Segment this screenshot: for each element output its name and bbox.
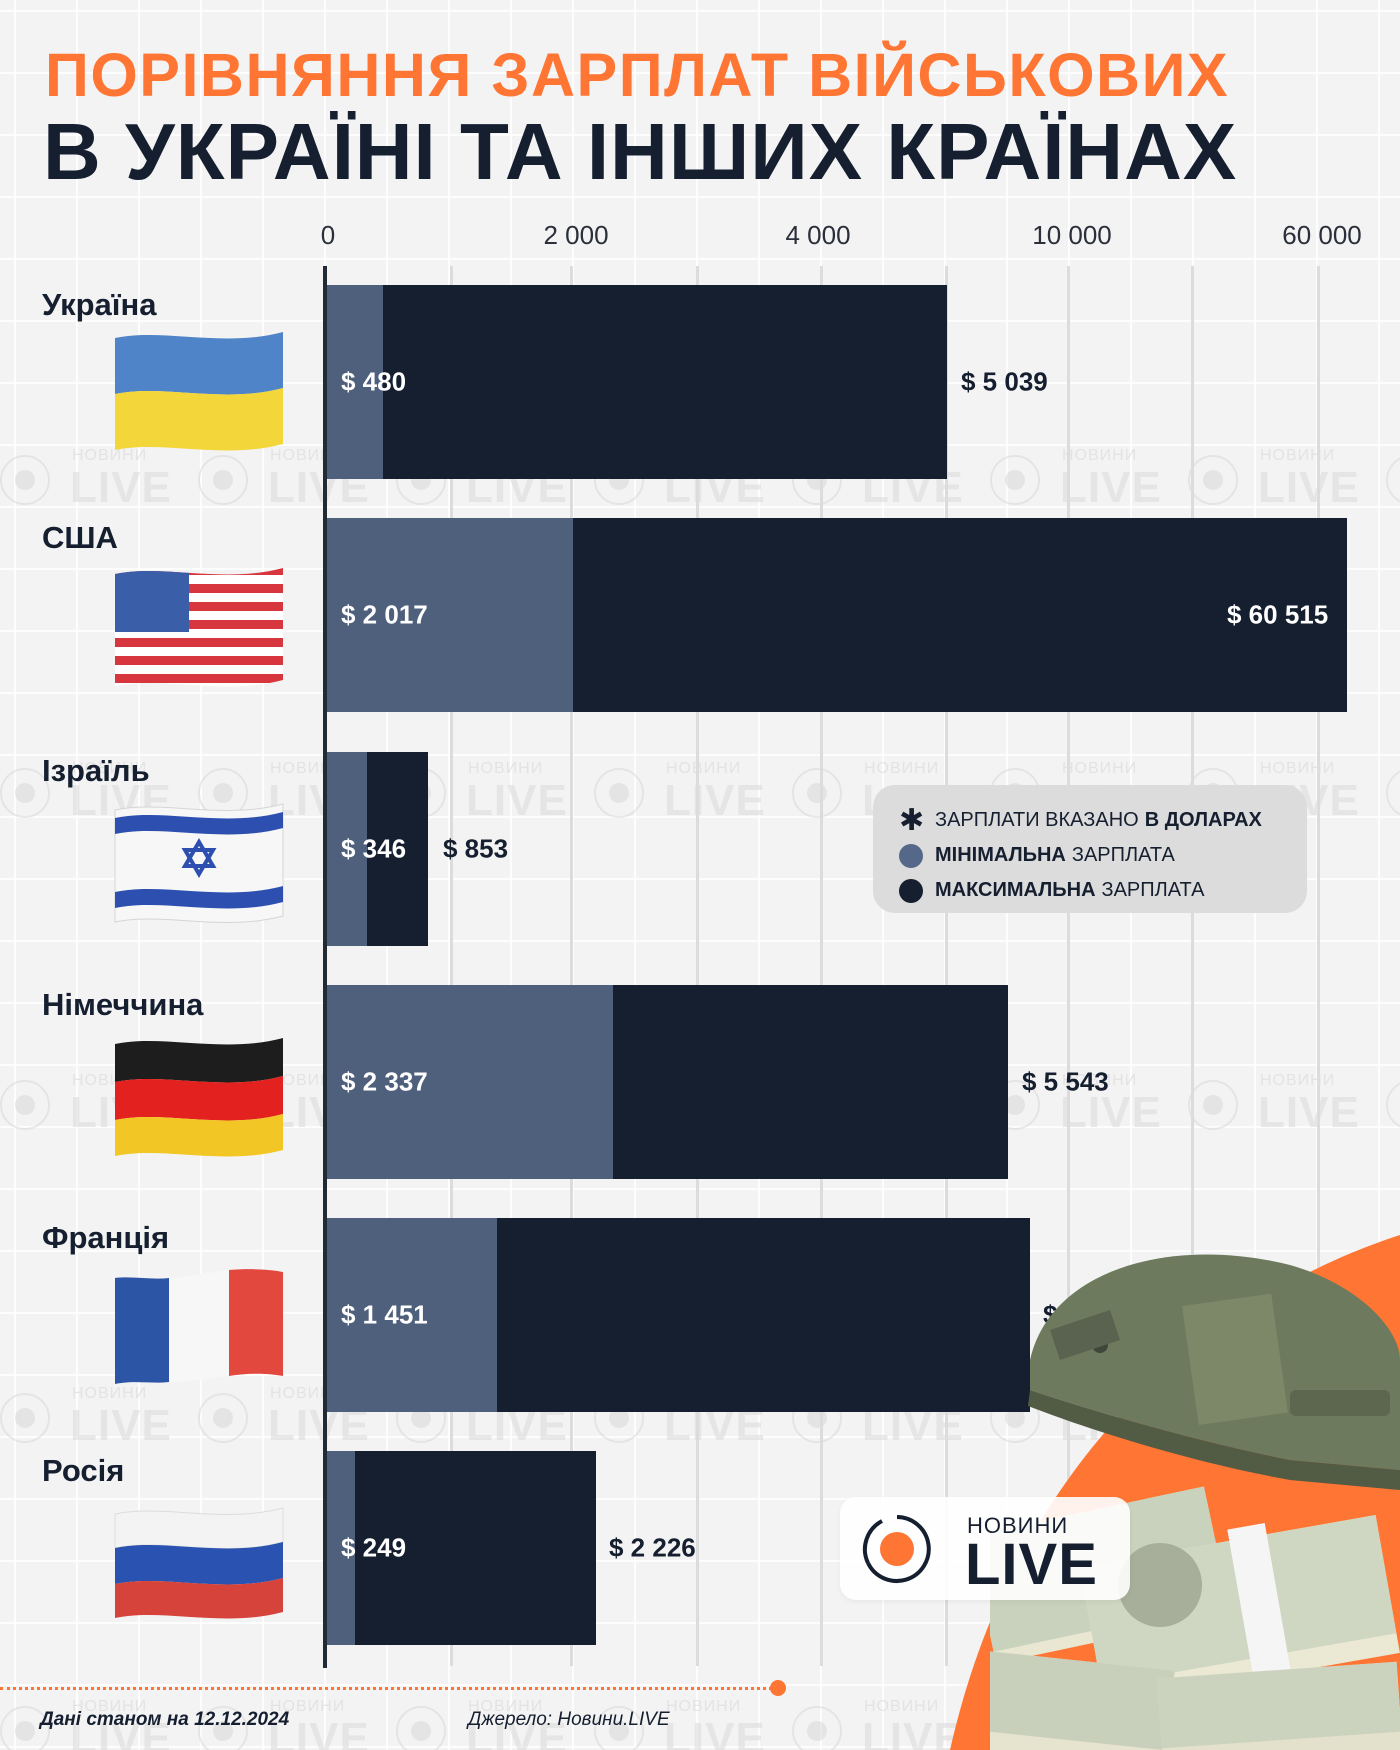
bar-min-germany — [327, 985, 613, 1179]
germany-flag-icon — [115, 1038, 283, 1157]
helmet-money-illustration — [990, 1254, 1400, 1750]
country-label-ukraine: Україна — [42, 287, 157, 322]
bar-max-ukraine — [327, 285, 947, 479]
value-min-russia: $ 249 — [341, 1532, 407, 1563]
value-min-ukraine: $ 480 — [341, 366, 407, 397]
y-axis-line — [323, 266, 327, 1668]
axis-tick-label: 60 000 — [1282, 220, 1362, 250]
bar-min-usa — [327, 518, 573, 712]
footer-dot — [770, 1680, 786, 1696]
asterisk-icon: ✱ — [899, 803, 925, 837]
country-label-russia: Росія — [42, 1453, 125, 1488]
gridline — [696, 266, 699, 1666]
value-max-ukraine: $ 5 039 — [961, 366, 1048, 397]
country-label-germany: Німеччина — [42, 987, 204, 1022]
legend-note: ✱ ЗАРПЛАТИ ВКАЗАНО В ДОЛАРАХ — [899, 803, 1262, 837]
gridline — [1067, 266, 1070, 1666]
value-min-germany: $ 2 337 — [341, 1066, 428, 1097]
gridline — [1191, 266, 1194, 1666]
bar-min-france — [327, 1218, 497, 1412]
legend-item-min: МІНІМАЛЬНА ЗАРПЛАТА — [899, 838, 1307, 873]
novyny-live-logo: НОВИНИ LIVE — [840, 1497, 1130, 1600]
russia-flag-icon — [114, 1507, 284, 1619]
legend-item-max: МАКСИМАЛЬНА ЗАРПЛАТА — [899, 873, 1307, 908]
ukraine-flag-icon — [115, 332, 283, 451]
gridline — [820, 266, 823, 1666]
axis-tick-label: 4 000 — [785, 220, 851, 250]
gridline — [450, 266, 453, 1666]
bar-max-russia — [327, 1451, 596, 1645]
gridline — [945, 266, 948, 1666]
logo-ring-icon — [862, 1515, 931, 1583]
title-line-1: ПОРІВНЯННЯ ЗАРПЛАТ ВІЙСЬКОВИХ — [45, 41, 1230, 109]
usa-flag-icon — [115, 568, 283, 687]
max-swatch-icon — [899, 878, 923, 903]
legend: ✱ ЗАРПЛАТИ ВКАЗАНО В ДОЛАРАХ МІНІМАЛЬНА … — [873, 785, 1307, 913]
value-max-israel: $ 853 — [443, 833, 509, 864]
bar-min-israel — [327, 752, 367, 946]
date-note: Дані станом на 12.12.2024 — [40, 1709, 290, 1730]
country-label-france: Франція — [42, 1220, 170, 1255]
min-swatch-icon — [899, 843, 923, 868]
value-max-usa: $ 60 515 — [1227, 599, 1329, 630]
france-flag-icon — [115, 1269, 283, 1384]
value-max-germany: $ 5 543 — [1022, 1066, 1109, 1097]
country-label-israel: Ізраїль — [42, 753, 150, 788]
country-label-usa: США — [42, 520, 118, 555]
value-min-usa: $ 2 017 — [341, 599, 428, 630]
source-note: Джерело: Новини.LIVE — [468, 1709, 670, 1730]
bar-min-ukraine — [327, 285, 383, 479]
title-line-2: В УКРАЇНІ ТА ІНШИХ КРАЇНАХ — [43, 107, 1238, 196]
footer-dotted-line — [0, 1687, 772, 1690]
gridline — [1317, 266, 1320, 1666]
gridline — [570, 266, 573, 1666]
axis-tick-label: 10 000 — [1032, 220, 1112, 250]
axis-tick-label: 2 000 — [543, 220, 609, 250]
bar-min-russia — [327, 1451, 355, 1645]
axis-tick-label: 0 — [320, 220, 336, 250]
value-min-israel: $ 346 — [341, 833, 407, 864]
value-min-france: $ 1 451 — [341, 1299, 428, 1330]
israel-flag-icon — [114, 803, 284, 923]
value-max-russia: $ 2 226 — [609, 1532, 696, 1563]
